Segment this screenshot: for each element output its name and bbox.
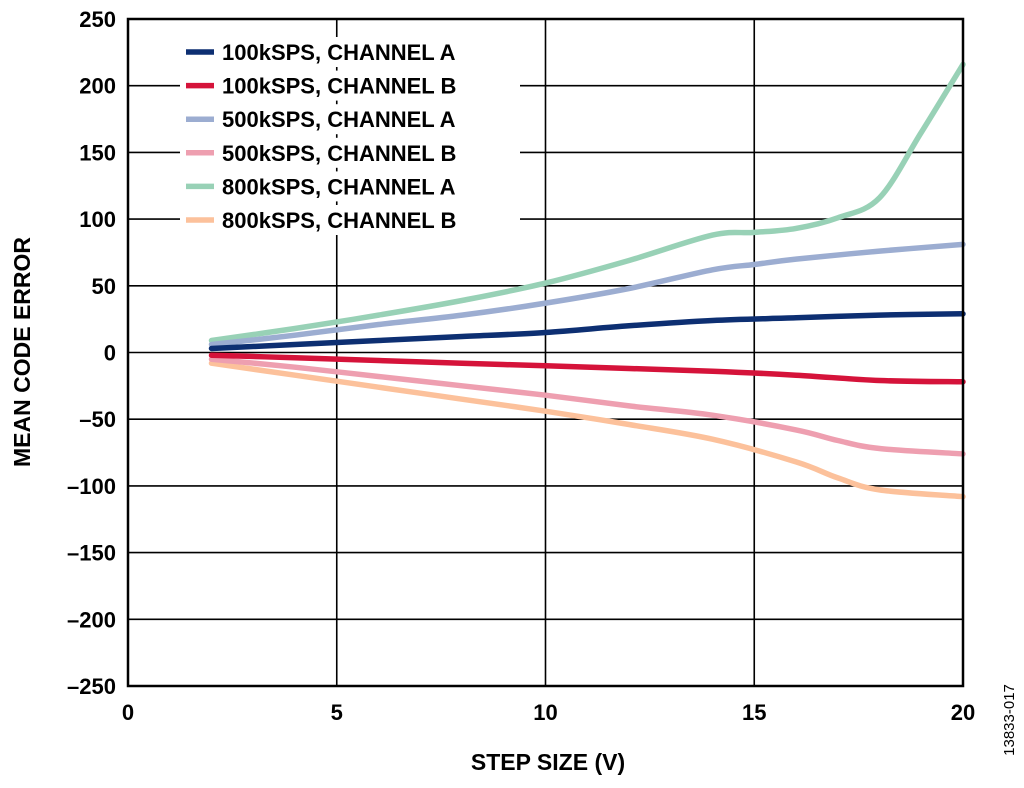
y-tick-label: 50 xyxy=(92,274,116,299)
legend-bg xyxy=(180,171,520,202)
y-tick-label: 250 xyxy=(79,7,116,32)
legend-bg xyxy=(180,137,520,168)
figure-id: 13833-017 xyxy=(1001,684,1018,756)
y-tick-label: 0 xyxy=(104,341,116,366)
series-layer xyxy=(208,61,966,500)
series-line-0 xyxy=(208,311,966,352)
legend-bg xyxy=(180,37,520,67)
legend-label: 100kSPS, CHANNEL A xyxy=(222,40,456,65)
y-tick-label: –150 xyxy=(67,541,116,566)
x-tick-label: 15 xyxy=(742,700,766,725)
y-tick-label: –100 xyxy=(67,474,116,499)
series-line-4 xyxy=(208,61,966,344)
y-axis-title: MEAN CODE ERROR xyxy=(9,237,35,467)
y-tick-label: –50 xyxy=(79,407,116,432)
y-tick-label: 200 xyxy=(79,74,116,99)
x-axis-title: STEP SIZE (V) xyxy=(471,749,625,775)
legend-label: 500kSPS, CHANNEL A xyxy=(222,107,456,132)
x-tick-label: 20 xyxy=(951,700,975,725)
series-line-1 xyxy=(208,352,966,385)
legend-bg xyxy=(180,104,520,135)
legend: 100kSPS, CHANNEL A 100kSPS, CHANNEL B 500k… xyxy=(180,37,520,235)
series-line-2 xyxy=(208,241,966,348)
y-tick-label: 150 xyxy=(79,140,116,165)
y-tick-label: –200 xyxy=(67,607,116,632)
x-tick-label: 10 xyxy=(533,700,557,725)
x-tick-labels: 0 5 10 15 20 xyxy=(122,700,975,725)
series-line-5 xyxy=(208,360,966,500)
legend-label: 800kSPS, CHANNEL A xyxy=(222,174,456,199)
legend-bg xyxy=(180,70,520,101)
legend-label: 500kSPS, CHANNEL B xyxy=(222,141,456,166)
y-tick-label: 100 xyxy=(79,207,116,232)
series-line-3 xyxy=(208,356,966,457)
y-tick-labels: 250 200 150 100 50 0 –50 –100 –150 –200 –250 xyxy=(67,7,116,699)
y-tick-label: –250 xyxy=(67,674,116,699)
x-tick-label: 5 xyxy=(331,700,343,725)
plot-frame xyxy=(126,17,965,688)
legend-label: 100kSPS, CHANNEL B xyxy=(222,74,456,99)
x-tick-label: 0 xyxy=(122,700,134,725)
legend-label: 800kSPS, CHANNEL B xyxy=(222,208,456,233)
legend-bg xyxy=(180,205,520,235)
